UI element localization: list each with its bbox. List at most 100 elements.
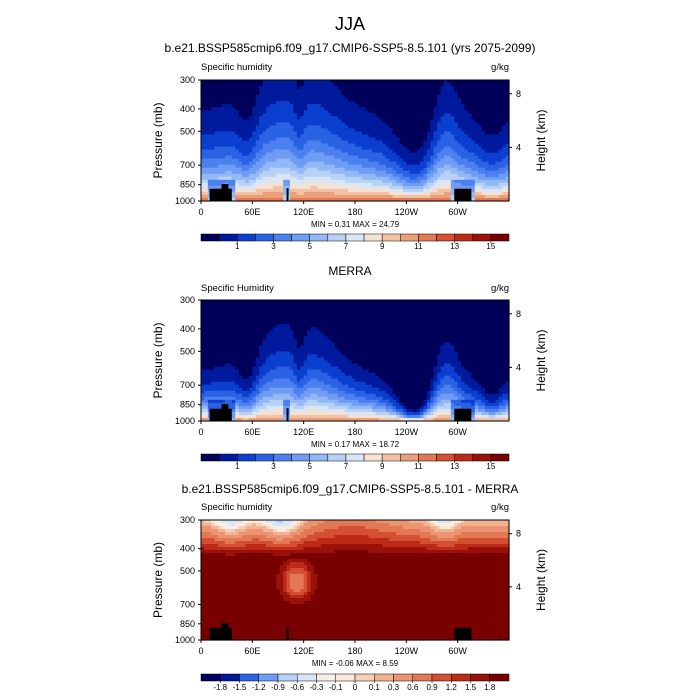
heatmap-cell bbox=[266, 155, 271, 160]
heatmap-cell bbox=[491, 146, 496, 151]
heatmap-cell bbox=[242, 173, 247, 178]
heatmap-cell bbox=[375, 312, 380, 316]
heatmap-cell bbox=[266, 119, 271, 123]
heatmap-cell bbox=[457, 167, 462, 172]
heatmap-cell bbox=[402, 131, 407, 136]
heatmap-cell bbox=[331, 80, 336, 84]
heatmap-cell bbox=[201, 318, 206, 322]
heatmap-cell bbox=[331, 315, 336, 319]
heatmap-cell bbox=[331, 83, 336, 87]
heatmap-cell bbox=[461, 312, 466, 316]
heatmap-cell bbox=[320, 104, 325, 108]
heatmap-cell bbox=[502, 80, 507, 84]
colorbar-swatch bbox=[472, 233, 492, 242]
heatmap-cell bbox=[406, 194, 411, 199]
heatmap-cell bbox=[368, 80, 373, 84]
heatmap-cell bbox=[337, 173, 342, 178]
heatmap-cell bbox=[235, 152, 240, 157]
heatmap-cell bbox=[296, 185, 301, 190]
heatmap-cell bbox=[467, 80, 472, 84]
heatmap-cell bbox=[313, 146, 318, 151]
heatmap-cell bbox=[443, 155, 448, 160]
heatmap-cell bbox=[334, 167, 339, 172]
heatmap-cell bbox=[344, 327, 349, 331]
heatmap-cell bbox=[461, 107, 466, 111]
heatmap-cell bbox=[201, 149, 206, 154]
heatmap-cell bbox=[310, 98, 315, 102]
heatmap-cell bbox=[467, 182, 472, 187]
heatmap-cell bbox=[437, 137, 442, 142]
heatmap-cell bbox=[372, 188, 377, 193]
heatmap-cell bbox=[420, 185, 425, 190]
heatmap-cell bbox=[235, 116, 240, 120]
heatmap-cell bbox=[491, 152, 496, 157]
heatmap-cell bbox=[378, 170, 383, 175]
heatmap-cell bbox=[334, 104, 339, 108]
heatmap-cell bbox=[413, 119, 418, 123]
heatmap-cell bbox=[307, 149, 312, 154]
heatmap-cell bbox=[461, 128, 466, 133]
heatmap-cell bbox=[259, 182, 264, 187]
heatmap-cell bbox=[474, 140, 479, 145]
heatmap-cell bbox=[447, 324, 452, 328]
heatmap-cell bbox=[495, 194, 500, 199]
heatmap-cell bbox=[454, 185, 459, 190]
heatmap-cell bbox=[211, 324, 216, 328]
heatmap-cell bbox=[481, 185, 486, 190]
heatmap-cell bbox=[204, 80, 209, 84]
heatmap-cell bbox=[272, 80, 277, 84]
heatmap-cell bbox=[485, 83, 490, 87]
heatmap-cell bbox=[382, 149, 387, 154]
heatmap-cell bbox=[498, 324, 503, 328]
heatmap-cell bbox=[245, 146, 250, 151]
heatmap-cell bbox=[437, 110, 442, 114]
heatmap-cell bbox=[498, 122, 503, 126]
heatmap-cell bbox=[255, 318, 260, 322]
heatmap-cell bbox=[266, 167, 271, 172]
heatmap-cell bbox=[358, 324, 363, 328]
heatmap-cell bbox=[231, 140, 236, 145]
heatmap-cell bbox=[402, 107, 407, 111]
heatmap-cell bbox=[327, 146, 332, 151]
units-label: g/kg bbox=[491, 62, 509, 73]
heatmap-cell bbox=[361, 176, 366, 181]
heatmap-cell bbox=[488, 83, 493, 87]
heatmap-cell bbox=[402, 146, 407, 151]
heatmap-cell bbox=[231, 158, 236, 163]
heatmap-cell bbox=[365, 182, 370, 187]
heatmap-cell bbox=[259, 101, 264, 105]
heatmap-cell bbox=[413, 98, 418, 102]
heatmap-cell bbox=[402, 80, 407, 84]
heatmap-cell bbox=[331, 110, 336, 114]
heatmap-cell bbox=[348, 95, 353, 99]
heatmap-cell bbox=[368, 191, 373, 196]
heatmap-cell bbox=[272, 191, 277, 196]
heatmap-cell bbox=[488, 140, 493, 145]
heatmap-cell bbox=[505, 86, 510, 90]
heatmap-cell bbox=[416, 303, 421, 307]
heatmap-cell bbox=[365, 146, 370, 151]
heatmap-cell bbox=[242, 110, 247, 114]
heatmap-cell bbox=[402, 119, 407, 123]
heatmap-cell bbox=[242, 185, 247, 190]
heatmap-cell bbox=[389, 149, 394, 154]
heatmap-cell bbox=[358, 110, 363, 114]
heatmap-cell bbox=[399, 170, 404, 175]
heatmap-cell bbox=[457, 80, 462, 84]
heatmap-cell bbox=[286, 321, 291, 325]
heatmap-cell bbox=[361, 182, 366, 187]
heatmap-cell bbox=[382, 327, 387, 331]
heatmap-cell bbox=[505, 197, 510, 202]
heatmap-cell bbox=[413, 191, 418, 196]
heatmap-cell bbox=[252, 128, 257, 133]
heatmap-cell bbox=[310, 309, 315, 313]
heatmap-cell bbox=[382, 164, 387, 169]
heatmap-cell bbox=[478, 158, 483, 163]
heatmap-cell bbox=[313, 185, 318, 190]
heatmap-cell bbox=[478, 122, 483, 126]
heatmap-cell bbox=[358, 122, 363, 126]
heatmap-cell bbox=[231, 170, 236, 175]
heatmap-cell bbox=[409, 303, 414, 307]
heatmap-cell bbox=[498, 140, 503, 145]
heatmap-cell bbox=[344, 116, 349, 120]
